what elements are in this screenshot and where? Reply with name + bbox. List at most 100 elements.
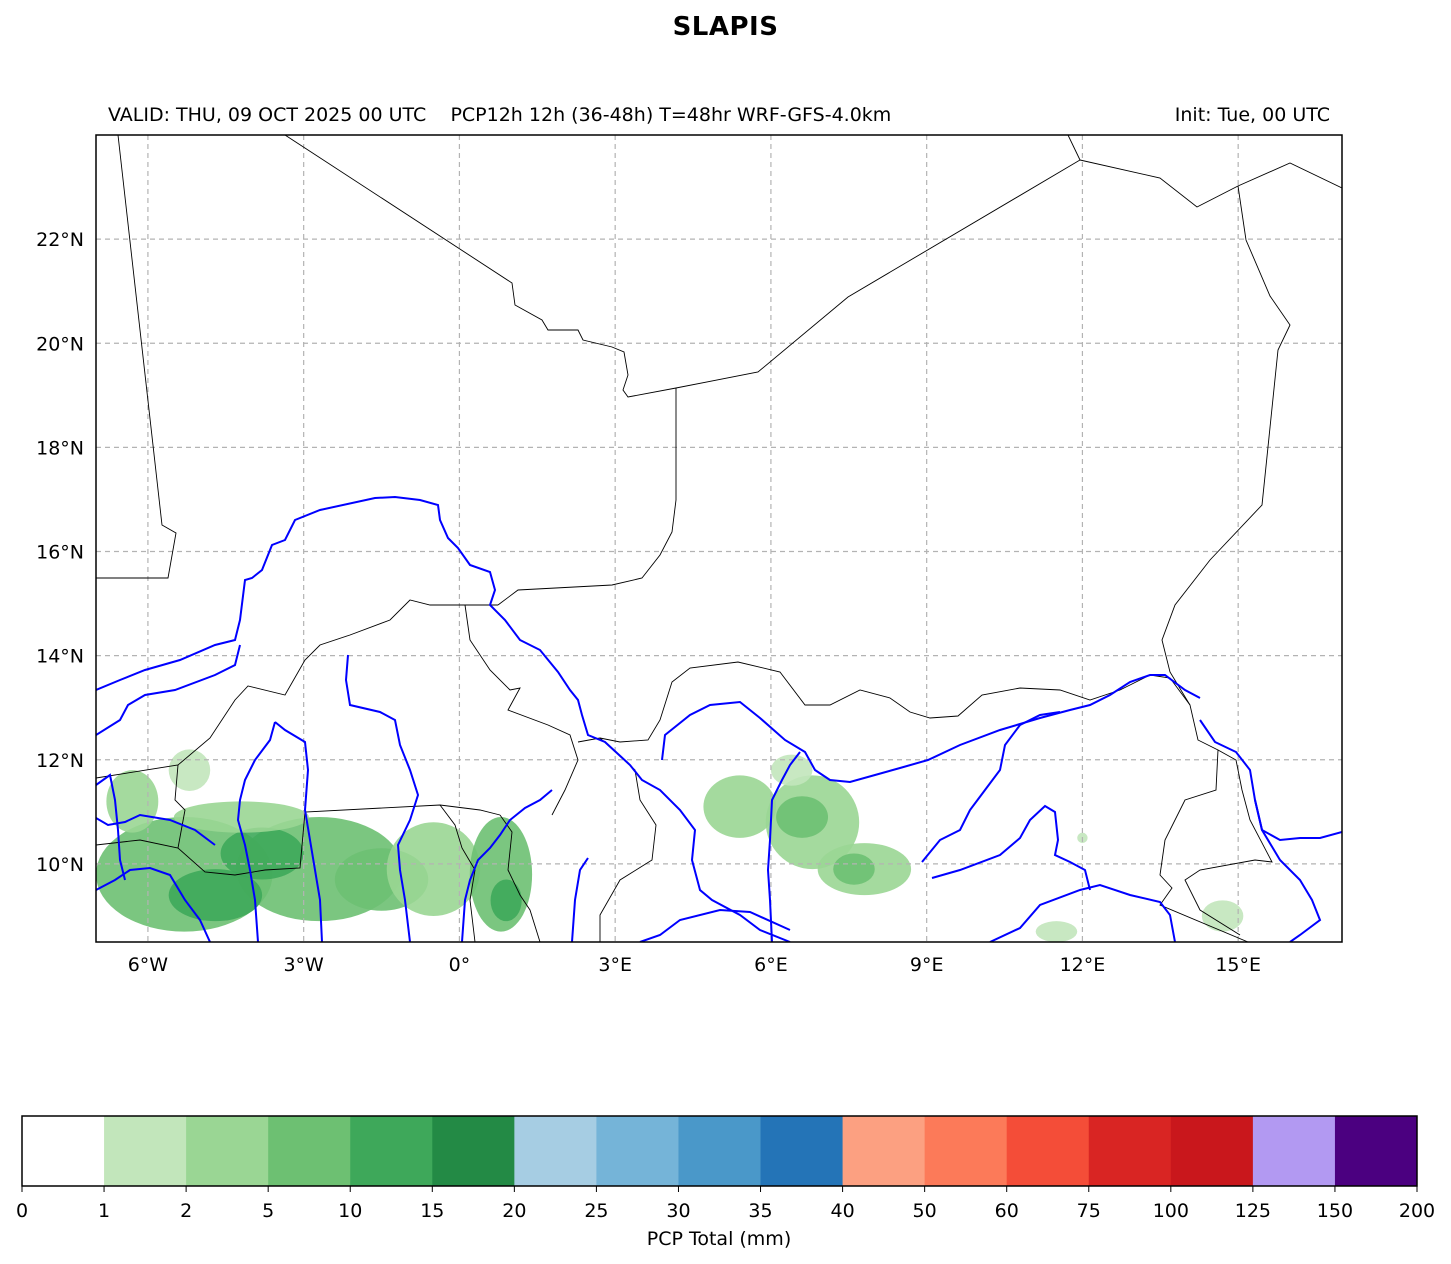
colorbar-tick-label: 100 [1153, 1200, 1189, 1222]
precip-area-8 [106, 770, 159, 833]
country-borders [96, 135, 1342, 942]
precip-area-18 [1035, 921, 1078, 942]
precip-area-17 [1201, 900, 1244, 932]
river-gongola [989, 883, 1176, 942]
precip-area-2 [168, 869, 263, 922]
gridlines [96, 135, 1342, 942]
border-mali-algeria [284, 135, 1081, 398]
border-niger-libya [1079, 159, 1342, 208]
colorbar-segment [678, 1116, 762, 1186]
colorbar: 0 1 2 5 10 15 20 25 30 35 40 50 60 75 100 125 150 200 [16, 1115, 1435, 1222]
border-chad-east [1159, 185, 1291, 942]
river-benue [639, 908, 791, 942]
precip-area-14 [817, 843, 912, 896]
colorbar-tick-label: 75 [1077, 1200, 1101, 1222]
latitude-ticks: 10°N 12°N 14°N 16°N 18°N 20°N 22°N [36, 229, 84, 876]
lat-tick-label: 20°N [36, 333, 84, 355]
colorbar-tick-label: 50 [913, 1200, 937, 1222]
precip-area-11 [703, 775, 777, 838]
lat-tick-label: 10°N [36, 854, 84, 876]
lat-tick-label: 12°N [36, 750, 84, 772]
colorbar-segment [104, 1116, 187, 1186]
colorbar-segment [514, 1116, 597, 1186]
colorbar-tick-label: 15 [420, 1200, 444, 1222]
colorbar-segment [1088, 1116, 1172, 1186]
border-nigeria-cameroon [1184, 749, 1273, 936]
precip-area-7 [490, 879, 522, 922]
colorbar-tick-label: 20 [502, 1200, 526, 1222]
colorbar-segment [596, 1116, 679, 1186]
precip-area-4 [334, 848, 429, 911]
colorbar-segment [760, 1116, 844, 1186]
river-komadugu [931, 804, 1091, 891]
river-hadejia [921, 711, 1061, 863]
colorbar-tick-label: 40 [830, 1200, 854, 1222]
river-volta-white [344, 654, 420, 942]
colorbar-segment [350, 1116, 433, 1186]
precip-area-10 [173, 801, 309, 833]
precip-area-12 [765, 775, 860, 870]
precip-area-9 [168, 749, 211, 792]
precip-area-0 [96, 817, 273, 932]
border-cote-divoire [174, 764, 186, 849]
colorbar-segment [22, 1116, 105, 1186]
colorbar-segment [1252, 1116, 1336, 1186]
border-niger-nigeria [577, 661, 1191, 743]
border-mali-mauritania [96, 135, 177, 579]
colorbar-tick-label: 125 [1235, 1200, 1271, 1222]
colorbar-segment [268, 1116, 351, 1186]
colorbar-tick-label: 1 [98, 1200, 110, 1222]
colorbar-segment [186, 1116, 269, 1186]
lon-tick-label: 15°E [1215, 954, 1261, 976]
precip-area-5 [386, 822, 481, 916]
colorbar-segment [842, 1116, 926, 1186]
river-volta-red [274, 721, 323, 942]
colorbar-frame [21, 1115, 1418, 1187]
colorbar-segment [924, 1116, 1008, 1186]
colorbar-tick-label: 150 [1317, 1200, 1353, 1222]
rivers [96, 495, 1342, 942]
lat-tick-label: 22°N [36, 229, 84, 251]
lat-tick-label: 16°N [36, 542, 84, 564]
lon-tick-label: 9°E [910, 954, 944, 976]
river-niger [96, 495, 791, 942]
lon-tick-label: 6°W [128, 954, 169, 976]
border-mali-niger-west [497, 388, 677, 606]
init-time: Init: Tue, 00 UTC [1174, 104, 1330, 126]
colorbar-tick-label: 200 [1399, 1200, 1435, 1222]
map-frame [95, 134, 1343, 943]
precip-area-6 [469, 817, 533, 932]
lon-tick-label: 6°E [754, 954, 788, 976]
border-burkina-niger [464, 604, 579, 816]
lat-tick-label: 18°N [36, 437, 84, 459]
river-bandama [96, 773, 126, 881]
colorbar-tick-label: 60 [995, 1200, 1019, 1222]
precip-area-3 [220, 827, 304, 880]
border-ghana-togo [439, 804, 476, 942]
product-description: PCP12h 12h (36-48h) T=48hr WRF-GFS-4.0km [450, 104, 892, 126]
map-title: SLAPIS [672, 12, 779, 42]
colorbar-tick-label: 0 [16, 1200, 28, 1222]
river-volta-black [236, 721, 276, 942]
lon-tick-label: 0° [449, 954, 471, 976]
valid-time: VALID: THU, 09 OCT 2025 00 UTC [108, 104, 427, 126]
precip-area-13 [776, 796, 829, 838]
precip-area-15 [833, 853, 875, 885]
lon-tick-label: 3°W [283, 954, 324, 976]
colorbar-tick-label: 5 [262, 1200, 274, 1222]
river-niger-inner [96, 644, 241, 736]
river-chari [1254, 799, 1342, 842]
colorbar-tick-label: 30 [666, 1200, 690, 1222]
river-mono [571, 857, 589, 942]
river-logone [1199, 719, 1322, 942]
lon-tick-label: 12°E [1060, 954, 1106, 976]
river-bani [96, 813, 216, 846]
border-benin-nigeria [599, 737, 657, 942]
precip-area-16 [770, 754, 813, 786]
river-comoe [96, 866, 211, 942]
colorbar-tick-label: 2 [180, 1200, 192, 1222]
precip-area-1 [236, 817, 403, 922]
precip-layer [96, 749, 1244, 942]
colorbar-label: PCP Total (mm) [647, 1228, 791, 1250]
